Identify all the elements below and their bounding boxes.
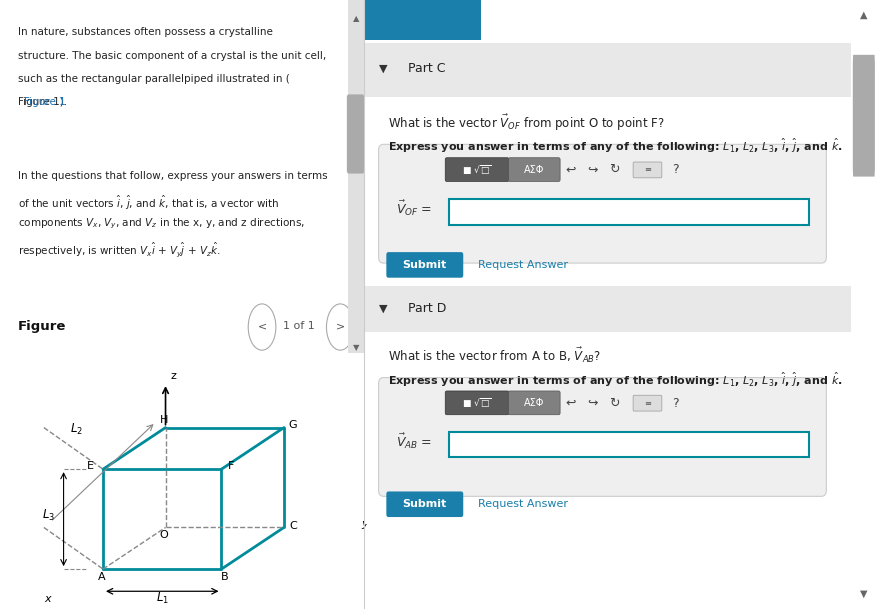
Text: ▲: ▲ — [353, 14, 360, 23]
Text: H: H — [160, 415, 168, 424]
Text: ≡: ≡ — [644, 166, 651, 174]
Text: O: O — [160, 530, 168, 540]
Text: ↩: ↩ — [566, 396, 576, 410]
Text: respectively, is written $V_x\hat{i}$ + $V_y\hat{j}$ + $V_z\hat{k}$.: respectively, is written $V_x\hat{i}$ + … — [18, 240, 221, 259]
Text: C: C — [289, 521, 297, 531]
FancyBboxPatch shape — [446, 391, 509, 415]
Text: ↪: ↪ — [588, 163, 598, 177]
Text: E: E — [87, 461, 94, 471]
Text: <: < — [258, 322, 267, 331]
Text: ↪: ↪ — [588, 396, 598, 410]
Text: ▼: ▼ — [379, 64, 387, 74]
Text: Express you answer in terms of any of the following: $L_1$, $L_2$, $L_3$, $\hat{: Express you answer in terms of any of th… — [389, 137, 843, 155]
Text: $L_3$: $L_3$ — [42, 508, 55, 523]
FancyBboxPatch shape — [633, 395, 662, 411]
FancyBboxPatch shape — [346, 94, 364, 174]
Text: B: B — [221, 572, 229, 582]
Text: x: x — [44, 594, 51, 604]
Text: A: A — [97, 572, 105, 582]
Text: ↻: ↻ — [610, 163, 620, 177]
Text: ↻: ↻ — [610, 396, 620, 410]
Text: What is the vector $\vec{V}_{OF}$ from point O to point F?: What is the vector $\vec{V}_{OF}$ from p… — [389, 113, 665, 133]
Text: of the unit vectors $\hat{i}$, $\hat{j}$, and $\hat{k}$, that is, a vector with: of the unit vectors $\hat{i}$, $\hat{j}$… — [18, 194, 280, 212]
Text: 1 of 1: 1 of 1 — [282, 322, 314, 331]
FancyBboxPatch shape — [633, 162, 662, 178]
Text: ▼: ▼ — [860, 589, 867, 599]
Text: $L_2$: $L_2$ — [70, 422, 83, 437]
Text: ▲: ▲ — [860, 10, 867, 20]
Text: AΣΦ: AΣΦ — [524, 165, 545, 175]
Text: ?: ? — [672, 163, 679, 177]
FancyBboxPatch shape — [364, 97, 851, 283]
FancyBboxPatch shape — [449, 432, 809, 457]
FancyBboxPatch shape — [347, 0, 364, 353]
FancyBboxPatch shape — [509, 158, 560, 181]
Text: ■ $\sqrt{□}$: ■ $\sqrt{□}$ — [462, 163, 492, 177]
Text: Figure 1).: Figure 1). — [18, 97, 68, 107]
Text: structure. The basic component of a crystal is the unit cell,: structure. The basic component of a crys… — [18, 51, 326, 60]
Text: ?: ? — [672, 396, 679, 410]
Text: Submit: Submit — [403, 260, 447, 270]
FancyBboxPatch shape — [387, 252, 463, 278]
FancyBboxPatch shape — [364, 332, 851, 524]
Text: $L_1$: $L_1$ — [156, 591, 168, 606]
Text: ≡: ≡ — [644, 399, 651, 407]
Text: In nature, substances often possess a crystalline: In nature, substances often possess a cr… — [18, 27, 273, 37]
Text: ▼: ▼ — [379, 304, 387, 314]
Text: Submit: Submit — [403, 499, 447, 509]
FancyBboxPatch shape — [509, 391, 560, 415]
FancyBboxPatch shape — [449, 199, 809, 225]
Text: >: > — [336, 322, 345, 331]
Text: AΣΦ: AΣΦ — [524, 398, 545, 408]
Text: y: y — [361, 519, 367, 529]
FancyBboxPatch shape — [852, 55, 875, 177]
Text: such as the rectangular parallelpiped illustrated in (: such as the rectangular parallelpiped il… — [18, 74, 290, 83]
Text: Figure: Figure — [18, 320, 67, 333]
Text: components $V_x$, $V_y$, and $V_z$ in the x, y, and z directions,: components $V_x$, $V_y$, and $V_z$ in th… — [18, 217, 305, 231]
FancyBboxPatch shape — [364, 0, 481, 40]
Text: ▼: ▼ — [353, 343, 360, 351]
Text: Express you answer in terms of any of the following: $L_1$, $L_2$, $L_3$, $\hat{: Express you answer in terms of any of th… — [389, 370, 843, 389]
Text: F: F — [227, 461, 234, 471]
Text: Request Answer: Request Answer — [478, 260, 568, 270]
FancyBboxPatch shape — [379, 378, 826, 496]
Text: ↩: ↩ — [566, 163, 576, 177]
Text: Part C: Part C — [408, 62, 446, 76]
FancyBboxPatch shape — [364, 43, 851, 97]
Text: What is the vector from A to B, $\vec{V}_{AB}$?: What is the vector from A to B, $\vec{V}… — [389, 346, 602, 365]
Text: Part D: Part D — [408, 302, 446, 315]
Text: z: z — [170, 371, 176, 381]
FancyBboxPatch shape — [379, 144, 826, 263]
FancyBboxPatch shape — [387, 491, 463, 517]
FancyBboxPatch shape — [446, 158, 509, 181]
Text: Request Answer: Request Answer — [478, 499, 568, 509]
Text: Figure 1: Figure 1 — [25, 97, 66, 107]
Text: $\vec{V}_{OF}$ =: $\vec{V}_{OF}$ = — [396, 199, 431, 218]
Text: $\vec{V}_{AB}$ =: $\vec{V}_{AB}$ = — [396, 431, 431, 451]
Text: G: G — [289, 420, 297, 429]
Text: In the questions that follow, express your answers in terms: In the questions that follow, express yo… — [18, 171, 328, 180]
Text: ■ $\sqrt{□}$: ■ $\sqrt{□}$ — [462, 396, 492, 410]
FancyBboxPatch shape — [364, 286, 851, 332]
